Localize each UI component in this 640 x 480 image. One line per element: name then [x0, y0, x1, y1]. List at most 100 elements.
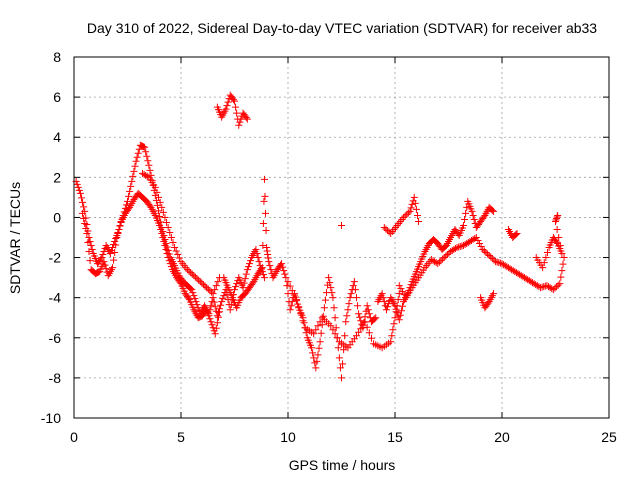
data-point [85, 234, 93, 241]
data-point [309, 349, 317, 357]
data-point [355, 310, 363, 318]
data-point [166, 260, 174, 268]
data-point [262, 209, 270, 217]
data-point [82, 224, 90, 232]
data-point [539, 264, 547, 272]
data-point [325, 274, 333, 282]
data-point [143, 172, 151, 180]
data-point [334, 344, 342, 352]
data-point [443, 251, 451, 259]
data-point [321, 296, 329, 304]
data-point [391, 302, 399, 310]
data-point [357, 317, 365, 325]
data-point [456, 243, 464, 251]
data-point [189, 289, 197, 297]
data-point [211, 303, 219, 311]
data-point [361, 318, 369, 326]
data-point [241, 275, 249, 283]
data-point [258, 264, 266, 272]
data-point [106, 250, 114, 258]
data-point [114, 229, 122, 237]
data-point [79, 198, 87, 206]
data-point [263, 244, 271, 252]
series-trace-h [395, 234, 568, 302]
data-point [129, 172, 137, 180]
data-point [264, 254, 272, 262]
data-point [156, 212, 164, 220]
data-point [280, 267, 288, 275]
data-point [331, 314, 339, 322]
data-point [401, 212, 409, 220]
data-point [195, 276, 203, 284]
data-point [236, 118, 244, 126]
data-point [217, 301, 225, 309]
data-point [174, 251, 182, 259]
data-point [243, 115, 251, 123]
data-point [98, 254, 106, 262]
data-point [77, 194, 85, 202]
data-point [461, 215, 469, 223]
data-point [344, 306, 352, 314]
data-point [84, 239, 92, 247]
data-point [131, 162, 139, 170]
data-point [439, 255, 447, 263]
data-point [130, 167, 138, 175]
data-point [267, 266, 275, 274]
data-point [451, 245, 459, 253]
data-point [237, 115, 245, 123]
data-point [196, 278, 204, 286]
data-point [394, 296, 402, 304]
data-point [549, 286, 557, 294]
data-point [357, 325, 365, 333]
data-point [463, 203, 471, 211]
data-point [125, 205, 133, 213]
data-point [513, 229, 521, 237]
data-point [207, 302, 215, 310]
data-point [484, 299, 492, 307]
data-point [558, 267, 566, 275]
data-point [384, 226, 392, 234]
data-point [231, 286, 238, 294]
data-point [469, 211, 477, 219]
data-point [146, 202, 154, 210]
data-point [286, 306, 294, 314]
data-point [203, 284, 211, 292]
data-point [312, 326, 320, 334]
data-point [240, 279, 248, 287]
data-point [359, 321, 367, 329]
data-point [488, 206, 496, 214]
data-point [455, 243, 463, 251]
data-point [264, 251, 272, 259]
data-point [488, 255, 496, 263]
data-point [310, 330, 318, 338]
data-point [235, 121, 243, 129]
data-point [226, 306, 234, 314]
data-point [396, 311, 404, 319]
series-trace-f [284, 278, 403, 352]
data-point [453, 244, 461, 252]
data-point [395, 316, 403, 324]
data-point [212, 282, 220, 290]
x-tick-label: 20 [494, 429, 510, 445]
data-point [495, 259, 503, 267]
data-point [387, 338, 395, 346]
data-point [338, 221, 345, 229]
data-point [155, 207, 163, 215]
y-tick-label: 6 [53, 89, 61, 105]
data-point [242, 270, 250, 278]
data-point [329, 326, 337, 334]
data-point [343, 312, 351, 320]
data-point [552, 217, 559, 225]
data-point [333, 334, 341, 342]
data-point [144, 157, 152, 165]
data-point [113, 234, 121, 241]
data-point [345, 300, 353, 308]
data-point [132, 157, 140, 165]
data-point [146, 166, 154, 174]
data-point [372, 314, 380, 322]
data-point [356, 313, 364, 321]
data-point [266, 262, 274, 270]
data-point [317, 329, 325, 337]
data-point [398, 302, 406, 310]
